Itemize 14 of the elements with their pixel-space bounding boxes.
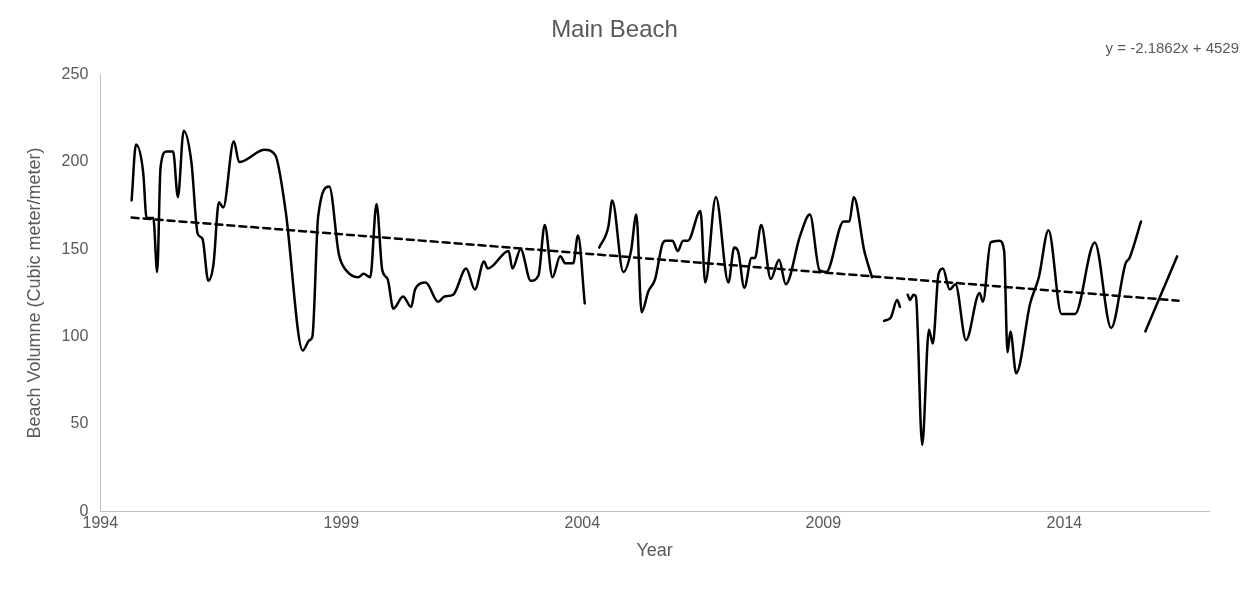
x-tick-label: 2009 [805,514,842,532]
x-axis-title: Year [636,540,673,561]
chart-title: Main Beach [551,15,678,43]
y-tick-label: 200 [61,152,89,170]
y-axis-title: Beach Volumne (Cubic meter/meter) [23,147,44,439]
y-tick-label: 100 [61,327,89,345]
text: y = -2.1862x + 4529 [1105,39,1239,57]
x-tick-label: 1999 [323,514,360,532]
x-tick-label: 1994 [82,514,119,532]
y-tick-label: 50 [70,414,89,432]
x-tick-label: 2014 [1046,514,1083,532]
y-tick-label: 250 [61,65,89,83]
y-tick-label: 150 [61,239,89,257]
x-tick-label: 2004 [564,514,601,532]
